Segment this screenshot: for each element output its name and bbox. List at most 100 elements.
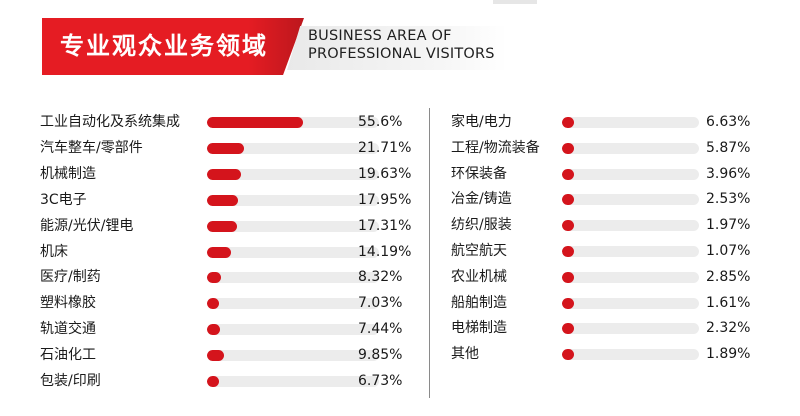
page-title: 专业观众业务领域 <box>60 32 268 60</box>
category-label: 工业自动化及系统集成 <box>40 114 180 130</box>
bar-row: 工业自动化及系统集成 55.6% <box>40 110 428 134</box>
category-label: 航空航天 <box>451 243 507 259</box>
bar-track <box>207 350 379 362</box>
bar-row: 冶金/铸造 2.53% <box>451 187 776 211</box>
value-label: 1.07% <box>706 243 751 259</box>
bar-track <box>207 298 379 310</box>
bar-track <box>562 297 699 309</box>
bar-track <box>207 220 379 232</box>
bar-track <box>207 246 379 258</box>
bar-row: 机械制造 19.63% <box>40 162 428 186</box>
category-label: 3C电子 <box>40 191 87 208</box>
bar-row: 石油化工 9.85% <box>40 343 428 367</box>
bar-track <box>562 117 699 128</box>
bar <box>207 246 232 258</box>
bar <box>207 298 220 310</box>
value-label: 1.97% <box>706 217 751 234</box>
bar <box>562 246 574 257</box>
subtitle-line-1: BUSINESS AREA OF <box>308 28 452 44</box>
value-label: 5.87% <box>706 139 751 156</box>
bar <box>207 376 219 387</box>
bar <box>562 168 574 180</box>
value-label: 1.89% <box>706 346 751 363</box>
bar-track <box>207 168 379 180</box>
subtitle-panel <box>287 26 507 70</box>
bar <box>207 168 241 180</box>
category-label: 纺织/服装 <box>451 217 512 234</box>
bar-track <box>207 376 379 387</box>
bar-track <box>562 194 699 206</box>
category-label: 船舶制造 <box>451 294 507 311</box>
bar-row: 汽车整车/零部件 21.71% <box>40 136 428 160</box>
bar <box>562 194 574 206</box>
value-label: 7.03% <box>358 295 403 312</box>
category-label: 汽车整车/零部件 <box>40 139 143 156</box>
value-label: 9.85% <box>358 347 403 364</box>
title-banner <box>42 18 304 75</box>
bar-row: 3C电子 17.95% <box>40 188 428 212</box>
category-label: 冶金/铸造 <box>451 191 512 208</box>
bar-track <box>207 117 379 128</box>
bar-row: 电梯制造 2.32% <box>451 316 776 340</box>
bar-row: 机床 14.19% <box>40 240 428 264</box>
bar-row: 能源/光伏/锂电 17.31% <box>40 214 428 238</box>
bar-row: 包装/印刷 6.73% <box>40 369 428 393</box>
bar-row: 其他 1.89% <box>451 342 776 366</box>
bar <box>562 349 574 361</box>
bar-row: 纺织/服装 1.97% <box>451 213 776 237</box>
bar <box>562 323 574 335</box>
bar <box>562 220 574 232</box>
value-label: 19.63% <box>358 165 412 182</box>
category-label: 包装/印刷 <box>40 373 101 389</box>
category-label: 医疗/制药 <box>40 269 101 286</box>
bar <box>207 220 237 232</box>
bar-track <box>207 142 379 154</box>
bar-track <box>562 220 699 232</box>
category-label: 塑料橡胶 <box>40 295 96 312</box>
bar-track <box>562 168 699 180</box>
value-label: 7.44% <box>358 321 403 338</box>
bar-row: 农业机械 2.85% <box>451 265 776 289</box>
category-label: 农业机械 <box>451 268 507 285</box>
value-label: 14.19% <box>358 243 412 260</box>
bar-track <box>562 323 699 335</box>
bar <box>562 297 574 309</box>
bar <box>207 324 220 336</box>
value-label: 17.95% <box>358 191 412 208</box>
bar <box>207 117 303 128</box>
bar <box>207 272 222 284</box>
category-label: 工程/物流装备 <box>451 139 540 156</box>
value-label: 17.31% <box>358 217 412 234</box>
category-label: 电梯制造 <box>451 320 507 337</box>
value-label: 2.85% <box>706 268 751 285</box>
bar <box>207 194 238 206</box>
bar-row: 医疗/制药 8.32% <box>40 265 428 289</box>
bar-row: 环保装备 3.96% <box>451 162 776 186</box>
value-label: 2.32% <box>706 320 751 337</box>
value-label: 6.63% <box>706 114 751 130</box>
bar <box>562 117 574 128</box>
value-label: 3.96% <box>706 165 751 182</box>
value-label: 2.53% <box>706 191 751 208</box>
bar <box>207 350 224 362</box>
bar-row: 航空航天 1.07% <box>451 239 776 263</box>
category-label: 家电/电力 <box>451 114 512 130</box>
category-label: 轨道交通 <box>40 321 96 338</box>
value-label: 6.73% <box>358 373 403 389</box>
bar-row: 船舶制造 1.61% <box>451 291 776 315</box>
page-subtitle: BUSINESS AREA OF PROFESSIONAL VISITORS <box>308 27 495 63</box>
bar <box>562 142 574 154</box>
top-decoration <box>493 0 537 4</box>
category-label: 能源/光伏/锂电 <box>40 217 134 234</box>
value-label: 21.71% <box>358 139 412 156</box>
category-label: 机械制造 <box>40 165 96 182</box>
bar-track <box>562 142 699 154</box>
bar-track <box>562 349 699 361</box>
bar-row: 轨道交通 7.44% <box>40 317 428 341</box>
bar-track <box>207 272 379 284</box>
bar-track <box>562 271 699 283</box>
bar <box>207 142 245 154</box>
subtitle-line-2: PROFESSIONAL VISITORS <box>308 46 495 62</box>
category-label: 其他 <box>451 346 479 363</box>
header: 专业观众业务领域 BUSINESS AREA OF PROFESSIONAL V… <box>0 0 800 90</box>
